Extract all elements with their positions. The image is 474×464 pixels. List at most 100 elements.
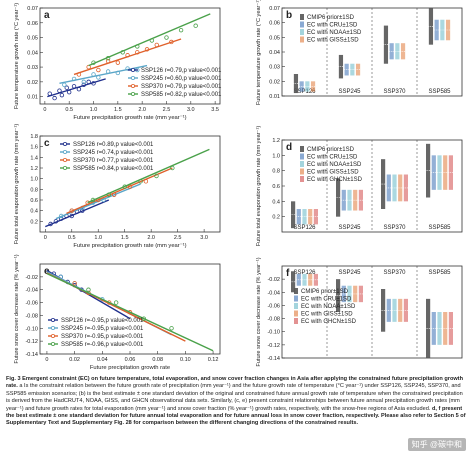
data-point-a-3 xyxy=(193,23,198,28)
data-point-c-0 xyxy=(69,213,74,219)
data-point-c-1 xyxy=(58,213,64,219)
ytick-label-f: -0.10 xyxy=(267,330,280,336)
xtick-label-a: 3.0 xyxy=(187,107,195,113)
data-point-a-2 xyxy=(115,60,121,65)
xtick-label-e: 0.08 xyxy=(152,357,163,363)
category-label-d: SSP370 xyxy=(383,225,406,231)
legend-swatch-f xyxy=(294,288,298,294)
legend-label-c: SSP126 r=0.89,p value<0.001 xyxy=(73,142,154,148)
ytick-label-d: 0.2 xyxy=(272,215,280,221)
ytick-label-e: -0.14 xyxy=(25,352,38,358)
ytick-label-d: 0.6 xyxy=(272,184,280,190)
legend-swatch-d xyxy=(300,153,304,160)
ytick-label-b: 0.01 xyxy=(269,94,280,100)
xtick-label-c: 0.5 xyxy=(68,235,76,241)
legend-label-d: EC with GHCN±1SD xyxy=(307,177,363,183)
category-label-b: SSP370 xyxy=(383,89,406,95)
data-point-a-1 xyxy=(62,82,67,87)
legend-label-d: CMIP6 prior±1SD xyxy=(307,147,355,153)
legend-label-b: EC with NOAA±1SD xyxy=(307,30,362,36)
xtick-label-a: 2.5 xyxy=(163,107,171,113)
ytick-label-a: 0.07 xyxy=(27,6,38,12)
legend-swatch-b xyxy=(300,29,304,35)
xtick-label-a: 3.5 xyxy=(211,107,219,113)
legend-swatch-b xyxy=(300,21,304,28)
ylabel-e: Future snow cover decrease rate (% year⁻… xyxy=(14,254,20,363)
ytick-label-b: 0.02 xyxy=(269,79,280,85)
legend-marker-e xyxy=(51,317,56,322)
ytick-label-c: 1.4 xyxy=(30,155,38,161)
legend-label-c: SSP370 r=0.77,p value<0.001 xyxy=(73,158,154,164)
panel-label-d: d xyxy=(286,142,292,153)
data-point-a-2 xyxy=(154,42,159,48)
data-point-e-2 xyxy=(72,281,77,286)
legend-marker-a xyxy=(130,84,135,89)
panel-label-e: e xyxy=(44,266,50,277)
data-point-a-1 xyxy=(105,69,111,74)
data-point-a-0 xyxy=(59,92,65,98)
legend-swatch-f xyxy=(294,318,298,324)
ytick-label-d: 1.2 xyxy=(272,138,280,144)
plot-frame-c xyxy=(39,135,221,233)
legend-label-a: SSP370 r=0.79,p value<0.001 xyxy=(141,84,222,90)
legend-marker-c xyxy=(63,141,68,146)
legend-label-d: EC with CRU±1SD xyxy=(307,155,358,161)
xtick-label-a: 0 xyxy=(43,107,46,113)
category-label-f: SSP245 xyxy=(338,270,361,276)
legend-label-a: SSP585 r=0.82,p value<0.001 xyxy=(141,92,222,98)
data-point-a-3 xyxy=(149,38,155,43)
data-point-a-3 xyxy=(135,44,140,49)
legend-label-b: EC with GISS±1SD xyxy=(307,38,359,44)
data-point-e-2 xyxy=(107,300,112,305)
data-point-a-3 xyxy=(164,35,169,40)
data-point-c-3 xyxy=(122,184,127,189)
data-point-c-3 xyxy=(106,192,112,197)
legend-swatch-f xyxy=(294,303,298,309)
data-point-e-2 xyxy=(127,310,133,315)
fit-line-c-1 xyxy=(55,183,141,220)
category-label-b: SSP126 xyxy=(293,89,316,95)
fit-line-c-3 xyxy=(87,148,210,204)
data-point-a-1 xyxy=(125,66,130,71)
ytick-label-e: -0.02 xyxy=(25,275,38,281)
xtick-label-c: 1.5 xyxy=(121,235,129,241)
legend-swatch-d xyxy=(300,161,304,167)
ytick-label-e: -0.10 xyxy=(25,326,38,332)
data-point-c-0 xyxy=(48,221,53,227)
ytick-label-d: 1.0 xyxy=(272,153,280,159)
xtick-label-e: 0.06 xyxy=(125,357,136,363)
ytick-label-c: 1.0 xyxy=(30,177,38,183)
xtick-label-c: 2.5 xyxy=(174,235,182,241)
ytick-label-c: 0.2 xyxy=(30,219,38,225)
data-point-a-2 xyxy=(96,67,101,73)
data-point-a-0 xyxy=(91,81,96,86)
legend-marker-c xyxy=(63,165,68,170)
legend-marker-a xyxy=(130,68,135,73)
xtick-label-e: 0 xyxy=(45,357,48,363)
ylabel-d: Future total evaporation growth rate (mm… xyxy=(256,126,262,247)
xtick-label-a: 1.0 xyxy=(90,107,98,113)
data-point-a-0 xyxy=(81,82,86,87)
category-label-d: SSP585 xyxy=(428,225,451,231)
data-point-a-0 xyxy=(76,87,82,92)
ytick-label-e: -0.04 xyxy=(25,288,38,294)
data-point-a-1 xyxy=(115,70,121,76)
legend-marker-e xyxy=(51,333,56,338)
ylabel-a: Future temperature growth rate (°C year⁻… xyxy=(14,3,20,109)
legend-swatch-d xyxy=(300,146,304,152)
data-point-c-3 xyxy=(170,165,175,171)
ylabel-b: Future temperature growth rate (°C year⁻… xyxy=(256,0,262,105)
legend-label-f: EC with GHCN±1SD xyxy=(301,319,357,325)
legend-label-a: SSP245 r=0.60,p value<0.001 xyxy=(141,76,222,82)
data-point-a-1 xyxy=(96,75,101,80)
xtick-label-e: 0.10 xyxy=(180,357,191,363)
data-point-a-2 xyxy=(169,39,174,45)
data-point-a-3 xyxy=(120,50,125,55)
data-point-a-0 xyxy=(57,88,62,93)
data-point-a-0 xyxy=(47,91,52,96)
ytick-label-b: 0.06 xyxy=(269,21,280,27)
data-point-e-1 xyxy=(58,274,63,280)
data-point-a-3 xyxy=(105,56,111,61)
category-label-b: SSP585 xyxy=(428,89,451,95)
figure-canvas: a 0.01 0.02 0.03 0.04 0.05 0.06 0.07 0 0.5 1.0 1.5 2… xyxy=(14,0,463,371)
